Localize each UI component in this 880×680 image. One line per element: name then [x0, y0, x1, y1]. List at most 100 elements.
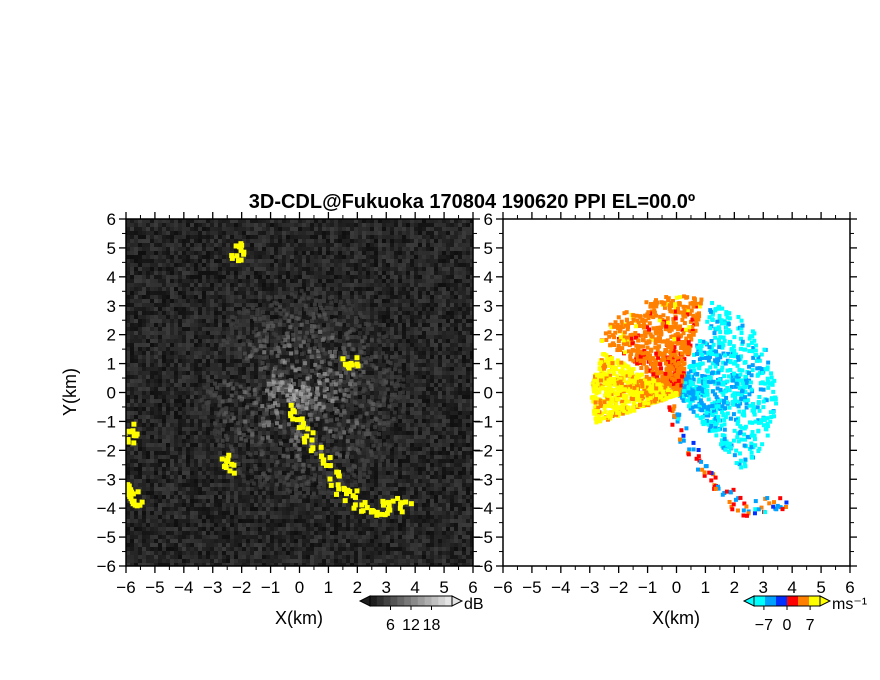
- noise-cell: [434, 391, 438, 395]
- noise-cell: [406, 443, 410, 447]
- noise-cell: [458, 231, 462, 235]
- noise-cell: [174, 243, 178, 247]
- noise-cell: [462, 235, 466, 239]
- noise-cell: [230, 259, 234, 263]
- noise-cell: [210, 259, 214, 263]
- noise-cell: [338, 439, 342, 443]
- noise-cell: [182, 435, 186, 439]
- noise-cell: [298, 243, 302, 247]
- noise-cell: [362, 427, 366, 431]
- noise-cell: [414, 243, 418, 247]
- noise-cell: [178, 279, 182, 283]
- noise-cell: [202, 391, 206, 395]
- noise-cell: [190, 227, 194, 231]
- noise-cell: [350, 439, 354, 443]
- noise-cell: [250, 239, 254, 243]
- noise-cell: [146, 267, 150, 271]
- noise-cell: [394, 359, 398, 363]
- noise-cell: [242, 327, 246, 331]
- noise-cell: [298, 339, 302, 343]
- noise-cell: [422, 403, 426, 407]
- noise-cell: [338, 267, 342, 271]
- noise-cell: [226, 435, 230, 439]
- noise-cell: [418, 299, 422, 303]
- noise-cell: [374, 227, 378, 231]
- noise-cell: [150, 387, 154, 391]
- noise-cell: [338, 219, 342, 223]
- noise-cell: [194, 239, 198, 243]
- noise-cell: [426, 355, 430, 359]
- noise-cell: [274, 419, 278, 423]
- noise-cell: [218, 335, 222, 339]
- noise-cell: [130, 411, 134, 415]
- noise-cell: [470, 323, 473, 327]
- noise-cell: [454, 311, 458, 315]
- noise-cell: [414, 319, 418, 323]
- noise-cell: [158, 351, 162, 355]
- noise-cell: [406, 423, 410, 427]
- noise-cell: [266, 287, 270, 291]
- noise-cell: [310, 275, 314, 279]
- noise-cell: [334, 295, 338, 299]
- noise-cell: [138, 239, 142, 243]
- noise-cell: [246, 223, 250, 227]
- noise-cell: [370, 263, 374, 267]
- noise-cell: [198, 239, 202, 243]
- noise-cell: [378, 271, 382, 275]
- noise-cell: [242, 259, 246, 263]
- noise-cell: [434, 375, 438, 379]
- noise-cell: [458, 263, 462, 267]
- noise-cell: [310, 255, 314, 259]
- noise-cell: [326, 403, 330, 407]
- noise-cell: [470, 351, 473, 355]
- noise-cell: [366, 435, 370, 439]
- noise-cell: [406, 283, 410, 287]
- noise-cell: [142, 275, 146, 279]
- noise-cell: [370, 259, 374, 263]
- noise-cell: [346, 379, 350, 383]
- noise-cell: [354, 279, 358, 283]
- noise-cell: [126, 263, 130, 267]
- noise-cell: [326, 375, 330, 379]
- noise-cell: [206, 351, 210, 355]
- noise-cell: [446, 407, 450, 411]
- noise-cell: [338, 303, 342, 307]
- noise-cell: [466, 367, 470, 371]
- noise-cell: [386, 295, 390, 299]
- noise-cell: [450, 331, 454, 335]
- noise-cell: [370, 295, 374, 299]
- noise-cell: [398, 247, 402, 251]
- noise-cell: [438, 367, 442, 371]
- noise-cell: [310, 263, 314, 267]
- noise-cell: [422, 407, 426, 411]
- noise-cell: [414, 411, 418, 415]
- noise-cell: [466, 299, 470, 303]
- noise-cell: [166, 243, 170, 247]
- noise-cell: [230, 295, 234, 299]
- noise-cell: [458, 247, 462, 251]
- noise-cell: [242, 447, 246, 451]
- noise-cell: [398, 399, 402, 403]
- noise-cell: [470, 375, 473, 379]
- noise-cell: [454, 399, 458, 403]
- noise-cell: [374, 243, 378, 247]
- noise-cell: [334, 259, 338, 263]
- noise-cell: [238, 343, 242, 347]
- noise-cell: [170, 295, 174, 299]
- noise-cell: [174, 415, 178, 419]
- noise-cell: [402, 311, 406, 315]
- noise-cell: [438, 347, 442, 351]
- noise-cell: [414, 331, 418, 335]
- noise-cell: [326, 319, 330, 323]
- noise-cell: [250, 231, 254, 235]
- noise-cell: [274, 427, 278, 431]
- noise-cell: [130, 243, 134, 247]
- noise-cell: [362, 343, 366, 347]
- noise-cell: [150, 243, 154, 247]
- noise-cell: [150, 375, 154, 379]
- noise-cell: [322, 411, 326, 415]
- noise-cell: [394, 339, 398, 343]
- noise-cell: [274, 259, 278, 263]
- noise-cell: [434, 403, 438, 407]
- noise-cell: [134, 447, 138, 451]
